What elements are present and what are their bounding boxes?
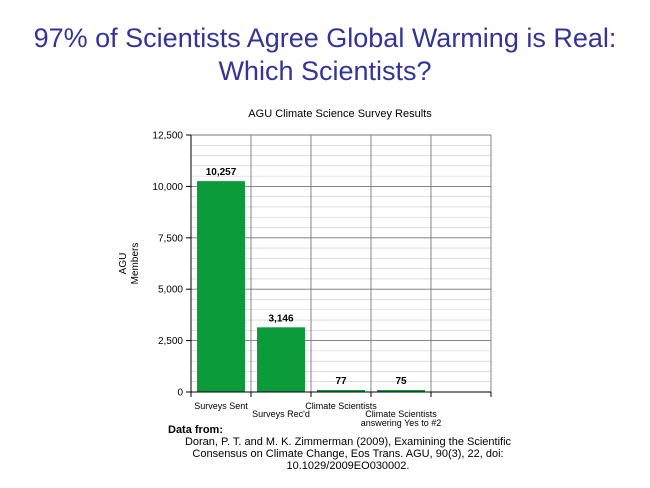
slide-title: 97% of Scientists Agree Global Warming i… (0, 22, 650, 88)
data-label-1: 3,146 (268, 313, 293, 324)
y-tick-labels: 0 2,500 5,000 7,500 10,000 12,500 (152, 131, 183, 399)
slide-title-line-1: 97% of Scientists Agree Global Warming i… (33, 23, 617, 53)
x-category-label-0: Surveys Sent (194, 401, 248, 411)
x-category-label-line: Climate Scientists (365, 409, 437, 419)
bar-0 (197, 181, 245, 392)
x-category-label-line: Climate Scientists (305, 401, 377, 411)
data-source-line-1: Doran, P. T. and M. K. Zimmerman (2009),… (184, 436, 512, 448)
data-label-3: 75 (395, 376, 407, 387)
y-tick-label: 5,000 (158, 285, 183, 296)
y-tick-label: 0 (177, 388, 183, 399)
y-axis-label-line: AGU (118, 253, 129, 275)
chart-title: AGU Climate Science Survey Results (248, 108, 432, 120)
data-labels: 10,257 3,146 77 75 (206, 167, 407, 387)
x-category-label-1: Surveys Rec'd (252, 409, 310, 419)
y-axis-label-line: Members (130, 243, 141, 285)
y-tick-label: 7,500 (158, 233, 183, 244)
y-tick-label: 10,000 (152, 182, 183, 193)
x-category-label-line: Surveys Rec'd (252, 409, 310, 419)
data-source: Data from: Doran, P. T. and M. K. Zimmer… (168, 424, 528, 472)
data-label-0: 10,257 (206, 167, 237, 178)
x-category-label-line: Surveys Sent (194, 401, 248, 411)
x-category-label-2: Climate Scientists (305, 401, 377, 411)
data-label-2: 77 (335, 376, 347, 387)
data-source-line-3: 10.1029/2009EO030002. (286, 460, 410, 472)
chart-bars (197, 181, 425, 392)
slide-title-line-2: Which Scientists? (218, 56, 432, 86)
y-tick-label: 12,500 (152, 131, 183, 142)
data-source-line-2: Consensus on Climate Change, Eos Trans. … (192, 448, 504, 460)
x-category-label-line: answering Yes to #2 (361, 418, 442, 428)
bar-2 (317, 390, 365, 392)
data-source-header: Data from: (168, 424, 224, 436)
chart-axes (186, 134, 492, 397)
y-axis-label: AGU Members (118, 243, 141, 285)
y-tick-label: 2,500 (158, 336, 183, 347)
bar-3 (377, 390, 425, 392)
bar-1 (257, 327, 305, 392)
